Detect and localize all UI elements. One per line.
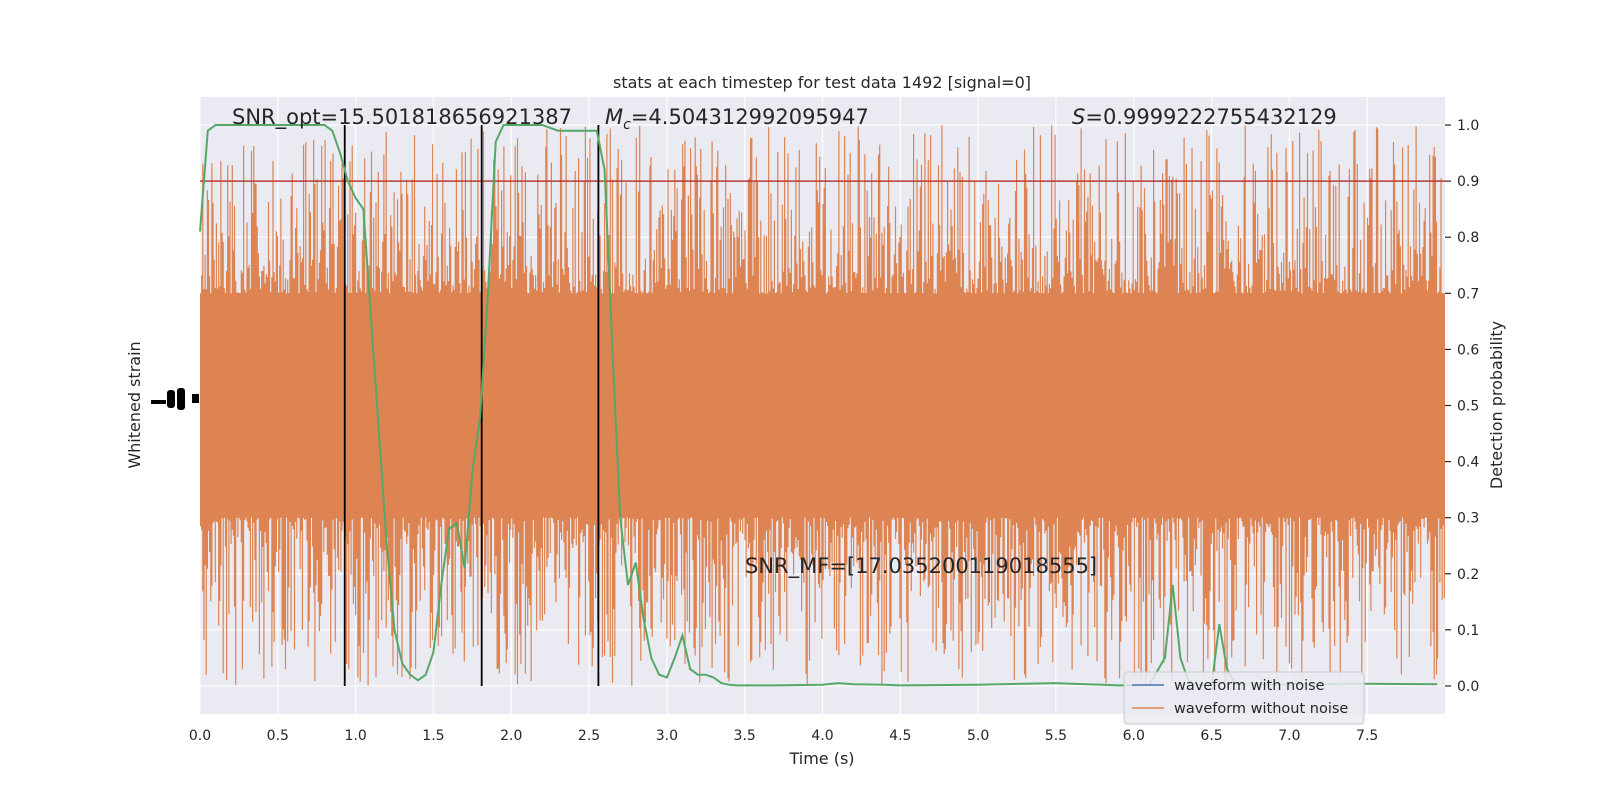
x-tick-label-10: 5.0 [967,728,989,744]
x-tick-label-8: 4.0 [811,728,833,744]
snr-opt-annotation: SNR_opt=15.501818656921387 [232,105,572,130]
x-tick-label-7: 3.5 [734,728,756,744]
s-annotation: S=0.9999222755432129 [1072,105,1337,129]
chirp-mass-symbol: M [605,105,623,129]
s-symbol: S [1072,105,1085,129]
x-tick-label-6: 3.0 [656,728,678,744]
noise-band-spikes [201,125,1445,686]
x-tick-label-0: 0.0 [189,728,211,744]
x-tick-label-9: 4.5 [889,728,911,744]
legend-label-no-noise: waveform without noise [1174,701,1348,717]
left-axis-glyphs [151,388,199,410]
y-tick-label-4: 0.4 [1457,455,1479,471]
legend-box [1123,671,1365,725]
x-tick-label-13: 6.5 [1200,728,1222,744]
x-tick-label-12: 6.0 [1123,728,1145,744]
y-tick-label-9: 0.9 [1457,174,1479,190]
y-tick-label-2: 0.2 [1457,567,1479,583]
y-ticks-right: 0.0 0.1 0.2 0.3 0.4 0.5 0.6 0.7 0.8 0.9 1.0 [1445,118,1479,695]
legend: waveform with noise waveform without noi… [1123,671,1365,725]
y-tick-label-1: 0.1 [1457,623,1479,639]
x-tick-label-5: 2.5 [578,728,600,744]
y-axis-label-right: Detection probability [1487,321,1506,489]
y-tick-label-3: 0.3 [1457,511,1479,527]
y-tick-label-8: 0.8 [1457,230,1479,246]
chirp-mass-annotation: Mc=4.504312992095947 [605,105,869,133]
x-tick-label-2: 1.0 [344,728,366,744]
chart-title: stats at each timestep for test data 149… [613,73,1031,92]
x-tick-label-3: 1.5 [422,728,444,744]
x-tick-label-1: 0.5 [267,728,289,744]
waveform-without-noise-series [200,125,1445,686]
y-tick-label-6: 0.6 [1457,342,1479,358]
y-axis-label-left: Whitened strain [125,341,144,468]
y-tick-label-10: 1.0 [1457,118,1479,134]
chirp-mass-value: =4.504312992095947 [631,105,869,129]
x-axis-label: Time (s) [788,749,854,768]
s-value: =0.9999222755432129 [1085,105,1336,129]
legend-label-noise: waveform with noise [1174,678,1325,694]
snr-mf-annotation: SNR_MF=[17.035200119018555] [745,554,1097,579]
y-tick-label-5: 0.5 [1457,399,1479,415]
x-tick-label-11: 5.5 [1045,728,1067,744]
chirp-mass-subscript: c [623,117,631,133]
x-ticks: 0.0 0.5 1.0 1.5 2.0 2.5 3.0 3.5 4.0 4.5 5.0 5.5 6.0 6… [189,728,1378,744]
y-tick-label-0: 0.0 [1457,679,1479,695]
y-tick-label-7: 0.7 [1457,286,1479,302]
x-tick-label-14: 7.0 [1278,728,1300,744]
x-tick-label-15: 7.5 [1356,728,1378,744]
x-tick-label-4: 2.0 [500,728,522,744]
